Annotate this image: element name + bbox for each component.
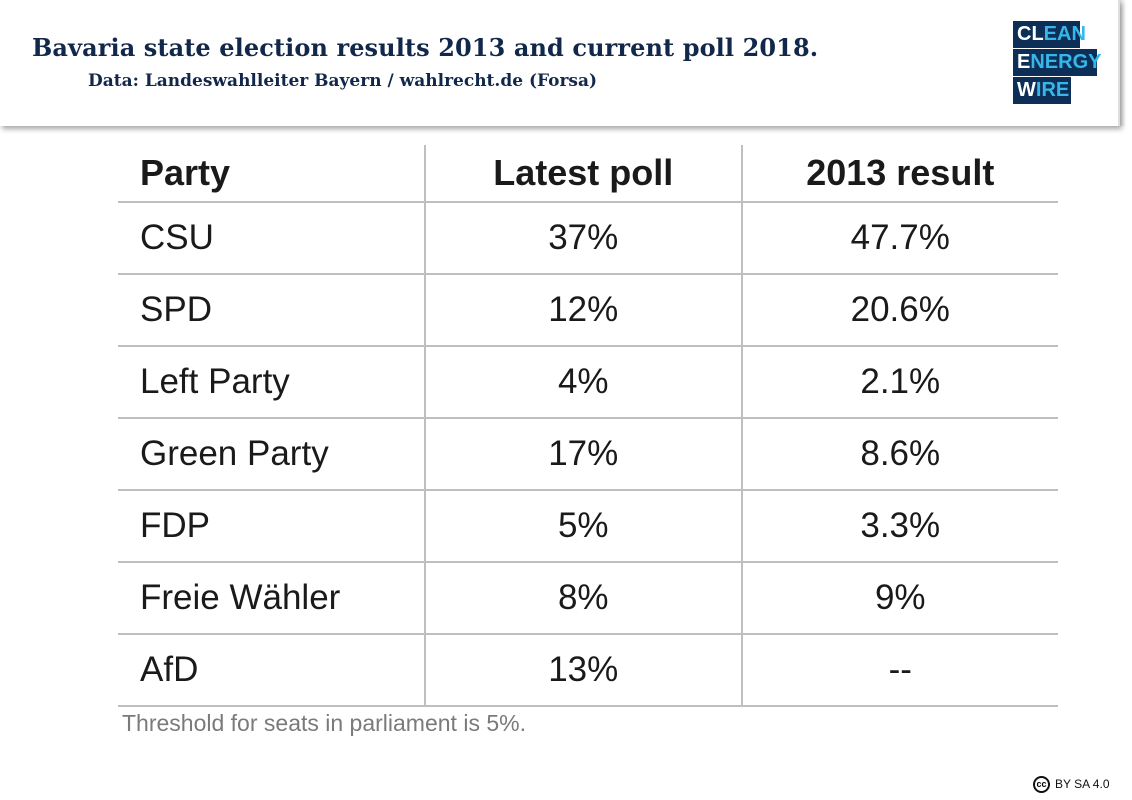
clean-energy-wire-logo: CLEAN ENERGY WIRE [1013, 21, 1101, 105]
page-subtitle: Data: Landeswahlleiter Bayern / wahlrech… [88, 71, 598, 91]
license-badge: cc BY SA 4.0 [1033, 774, 1110, 794]
table-body: CSU 37% 47.7% SPD 12% 20.6% Left Party 4% 2.1% Gr… [118, 202, 1058, 707]
cell-2013-result: 47.7% [740, 202, 1058, 275]
cell-2013-result: 2.1% [740, 346, 1058, 419]
logo-text: E [1017, 51, 1031, 73]
table-row: CSU 37% 47.7% [118, 202, 1058, 275]
cell-party: FDP [118, 490, 425, 563]
cell-latest-poll: 17% [424, 418, 742, 491]
cell-2013-result: 20.6% [740, 274, 1058, 347]
license-text: BY SA 4.0 [1055, 777, 1110, 791]
table-header-row: Party Latest poll 2013 result [118, 145, 1058, 203]
table-row: FDP 5% 3.3% [118, 490, 1058, 563]
cell-party: Green Party [118, 418, 425, 491]
results-table-wrap: Party Latest poll 2013 result CSU 37% 47.7… [118, 145, 1058, 707]
cell-2013-result: 8.6% [740, 418, 1058, 491]
threshold-note: Threshold for seats in parliament is 5%. [122, 710, 526, 736]
page-title: Bavaria state election results 2013 and … [32, 33, 819, 62]
logo-row-wire: WIRE [1013, 77, 1071, 104]
cell-2013-result: -- [740, 634, 1058, 707]
cell-party: SPD [118, 274, 425, 347]
column-header-2013-result: 2013 result [740, 145, 1058, 203]
table-row: Freie Wähler 8% 9% [118, 562, 1058, 635]
cell-party: AfD [118, 634, 425, 707]
cell-latest-poll: 4% [424, 346, 742, 419]
header-band: Bavaria state election results 2013 and … [0, 0, 1126, 126]
logo-row-clean: CLEAN [1013, 21, 1086, 48]
cell-latest-poll: 13% [424, 634, 742, 707]
cell-2013-result: 9% [740, 562, 1058, 635]
creative-commons-icon: cc [1033, 775, 1050, 793]
logo-text-accent: NERGY [1030, 51, 1102, 73]
logo-row-energy: ENERGY [1013, 49, 1101, 76]
table-row: Left Party 4% 2.1% [118, 346, 1058, 419]
table-row: Green Party 17% 8.6% [118, 418, 1058, 491]
cell-2013-result: 3.3% [740, 490, 1058, 563]
logo-text: CL [1017, 23, 1044, 45]
results-table: Party Latest poll 2013 result CSU 37% 47.7… [118, 145, 1058, 707]
cell-party: Left Party [118, 346, 425, 419]
cell-party: CSU [118, 202, 425, 275]
column-header-party: Party [118, 145, 425, 203]
cell-latest-poll: 8% [424, 562, 742, 635]
column-header-latest-poll: Latest poll [424, 145, 742, 203]
logo-text-accent: IRE [1035, 79, 1070, 101]
cell-latest-poll: 5% [424, 490, 742, 563]
cell-latest-poll: 12% [424, 274, 742, 347]
table-row: SPD 12% 20.6% [118, 274, 1058, 347]
table-row: AfD 13% -- [118, 634, 1058, 707]
cell-latest-poll: 37% [424, 202, 742, 275]
logo-text-accent: EAN [1043, 23, 1086, 45]
logo-text: W [1017, 79, 1036, 101]
cell-party: Freie Wähler [118, 562, 425, 635]
